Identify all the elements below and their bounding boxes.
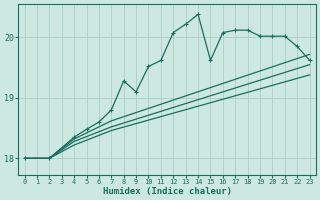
X-axis label: Humidex (Indice chaleur): Humidex (Indice chaleur): [103, 187, 232, 196]
